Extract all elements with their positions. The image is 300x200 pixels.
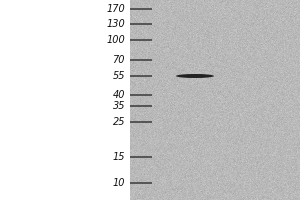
Text: 70: 70: [112, 55, 125, 65]
Text: 15: 15: [112, 152, 125, 162]
Text: 55: 55: [112, 71, 125, 81]
Text: 10: 10: [112, 178, 125, 188]
Ellipse shape: [176, 74, 214, 78]
Text: 25: 25: [112, 117, 125, 127]
Text: 170: 170: [106, 4, 125, 14]
Text: 40: 40: [112, 90, 125, 100]
Text: 35: 35: [112, 101, 125, 111]
Text: 100: 100: [106, 35, 125, 45]
Text: 130: 130: [106, 19, 125, 29]
